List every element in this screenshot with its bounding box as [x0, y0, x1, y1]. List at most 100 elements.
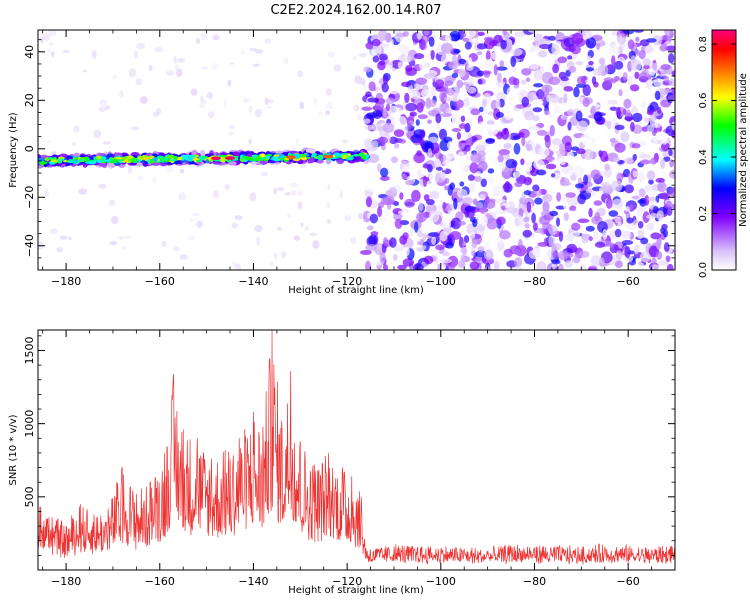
spectrogram-noise-blob [614, 124, 625, 131]
spectrogram-noise-blob [435, 166, 443, 171]
spectrogram-noise-blob [483, 36, 494, 41]
spectrogram-noise-blob [560, 76, 569, 82]
spectrogram-band-core [104, 159, 112, 162]
spectrogram-noise-blob [641, 93, 650, 102]
spectrogram-speckle [240, 51, 246, 55]
x-tick-label: −100 [426, 275, 456, 288]
spectrogram-noise-blob [550, 173, 556, 178]
y-tick-label: 1000 [23, 410, 36, 438]
spectrogram-speckle [325, 101, 334, 111]
spectrogram-noise-blob [447, 141, 453, 150]
spectrogram-band-cell [316, 159, 324, 164]
spectrogram-band-cell [288, 150, 298, 154]
spectrogram-speckle [59, 235, 68, 240]
spectrogram-speckle [42, 33, 51, 42]
spectrogram-noise-blob [478, 194, 486, 201]
spectrogram-noise-blob [477, 78, 483, 85]
spectrogram-noise-blob [468, 57, 473, 68]
spectrogram-noise-blob [571, 257, 581, 264]
spectrogram-noise-blob [479, 206, 487, 215]
spectrogram-noise-blob [667, 94, 675, 102]
spectrogram-noise-blob [633, 30, 645, 33]
spectrogram-band-core [89, 159, 94, 162]
spectrogram-noise-blob [575, 83, 587, 88]
spectrogram-speckle [223, 99, 228, 108]
spectrogram-speckle [148, 64, 153, 72]
spectrogram-noise-blob [616, 172, 623, 183]
spectrogram-noise-blob [529, 63, 540, 70]
spectrogram-band-core [199, 155, 207, 160]
spectrogram-noise-blob [608, 44, 621, 56]
spectrogram-noise-blob [562, 197, 568, 210]
spectrogram-noise-blob [405, 180, 415, 186]
spectrogram-noise-blob [556, 192, 562, 202]
spectrogram-speckle [297, 70, 304, 78]
spectrogram-noise-blob [656, 250, 663, 260]
spectrogram-noise-blob [567, 55, 573, 60]
spectrogram-noise-blob [517, 132, 525, 138]
spectrogram-noise-blob [668, 169, 675, 179]
spectrogram-noise-blob [404, 92, 410, 103]
spectrogram-noise-blob [586, 37, 597, 49]
spectrogram-noise-blob [444, 177, 450, 184]
spectrogram-noise-blob [408, 210, 417, 218]
spectrogram-speckle [195, 37, 201, 45]
spectrogram-speckle [339, 190, 344, 199]
spectrogram-noise-blob [553, 104, 561, 115]
spectrogram-noise-blob [448, 263, 455, 270]
spectrogram-noise-blob [670, 220, 675, 230]
spectrogram-noise-blob [462, 131, 473, 139]
spectrogram-noise-blob [623, 98, 632, 109]
spectrogram-noise-blob [596, 124, 607, 130]
spectrogram-noise-blob [575, 61, 584, 66]
spectrogram-speckle [229, 62, 235, 66]
spectrogram-noise-blob [400, 81, 412, 88]
spectrogram-noise-blob [668, 187, 675, 197]
spectrogram-noise-blob [563, 93, 568, 104]
spectrogram-noise-blob [613, 75, 620, 82]
spectrogram-noise-blob [529, 46, 536, 53]
spectrogram-speckle [187, 235, 196, 241]
spectrogram-panel: −180 −160 −140 −120 −100 −80 −60 −40 −20 0 20 40 H… [8, 29, 676, 296]
spectrogram-speckle [362, 84, 368, 89]
spectrogram-noise-blob [563, 212, 569, 222]
spectrogram-band-core [310, 154, 315, 158]
snr-y-ticks: 500 1000 1500 [23, 335, 675, 571]
spectrogram-speckle [130, 126, 139, 131]
spectrogram-noise-blob [585, 225, 595, 232]
spectrogram-noise-blob [449, 30, 461, 42]
spectrogram-noise-blob [526, 201, 532, 213]
spectrogram-speckle [82, 69, 87, 73]
spectrogram-speckle [325, 110, 331, 116]
spectrogram-band-core [63, 160, 68, 163]
spectrogram-y-ticks: −40 −20 0 20 40 [23, 39, 675, 271]
spectrogram-speckle [254, 49, 264, 54]
spectrogram-noise-blob [399, 192, 404, 200]
spectrogram-noise-blob [582, 97, 590, 108]
spectrogram-noise-blob [622, 72, 628, 81]
spectrogram-band-core [256, 156, 260, 161]
spectrogram-speckle [73, 125, 80, 133]
spectrogram-band-core [115, 157, 123, 160]
spectrogram-speckle [206, 91, 214, 99]
spectrogram-noise-blob [632, 124, 643, 135]
spectrogram-noise-blob [495, 80, 506, 88]
spectrogram-speckle [291, 190, 297, 196]
spectrogram-noise-blob [382, 109, 387, 118]
spectrogram-noise-blob [591, 76, 597, 85]
spectrogram-noise-blob [456, 79, 464, 89]
x-tick-label: −140 [238, 575, 268, 588]
spectrogram-speckle [136, 42, 145, 50]
spectrogram-noise-blob [419, 129, 426, 139]
spectrogram-noise-blob [484, 58, 494, 69]
snr-x-ticks: −180 −160 −140 −120 −100 −80 −60 [42, 330, 676, 588]
spectrogram-noise-blob [483, 242, 491, 251]
spectrogram-noise-blob [597, 65, 602, 77]
spectrogram-speckle [295, 137, 299, 146]
snr-panel: −180 −160 −140 −120 −100 −80 −60 500 1000 1500 H… [8, 329, 676, 596]
spectrogram-speckle [109, 240, 118, 246]
spectrogram-band-core [273, 156, 279, 162]
spectrogram-noise-blob [449, 231, 462, 240]
spectrogram-noise-blob [456, 151, 466, 163]
